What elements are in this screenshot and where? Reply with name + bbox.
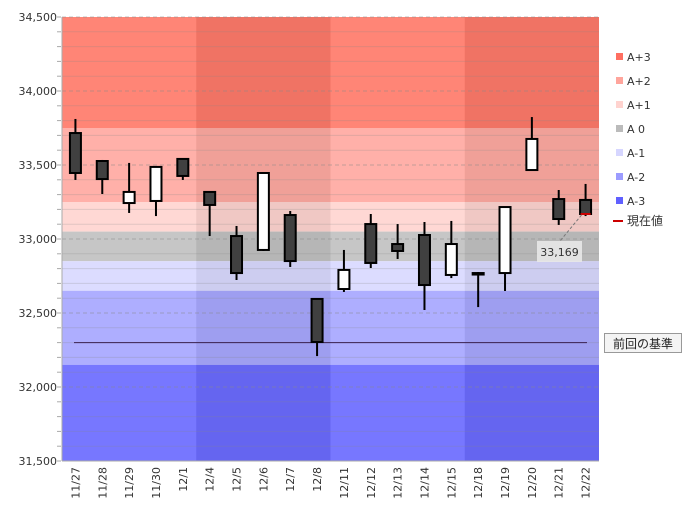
x-tick-label: 12/21 xyxy=(553,467,566,499)
candle-body xyxy=(176,157,190,177)
legend-swatch-1 xyxy=(616,77,623,84)
x-tick-label: 12/14 xyxy=(418,467,431,499)
x-tick-label: 12/13 xyxy=(392,467,405,499)
candle-body xyxy=(579,198,593,215)
legend-label: A 0 xyxy=(627,123,645,136)
x-tick-label: 12/6 xyxy=(257,467,270,492)
y-tick-label: 31,500 xyxy=(19,455,58,468)
legend-swatch-5 xyxy=(616,173,623,180)
x-tick-label: 12/15 xyxy=(445,467,458,499)
candle-body xyxy=(337,268,351,291)
candle-body xyxy=(68,132,82,174)
x-tick-label: 12/11 xyxy=(338,467,351,499)
x-tick-label: 12/18 xyxy=(472,467,485,499)
x-tick-label: 12/22 xyxy=(580,467,593,499)
legend-label: A+2 xyxy=(627,75,651,88)
x-tick-label: 11/30 xyxy=(150,467,163,499)
legend-swatch-3 xyxy=(616,125,623,132)
legend-current-label: 現在値 xyxy=(627,213,663,228)
candle-body xyxy=(122,190,136,205)
y-tick-label: 34,500 xyxy=(19,11,58,24)
band-A-3 xyxy=(62,364,599,461)
x-tick-label: 11/27 xyxy=(69,467,82,499)
candle-body xyxy=(552,198,566,221)
legend-swatch-2 xyxy=(616,101,623,108)
band-A+3 xyxy=(62,17,599,128)
x-tick-label: 12/12 xyxy=(365,467,378,499)
legend-label: A-2 xyxy=(627,171,645,184)
legend-label: A+1 xyxy=(627,99,651,112)
x-tick-label: 11/29 xyxy=(123,467,136,499)
candle-body xyxy=(256,171,270,251)
legend-swatch-6 xyxy=(616,197,623,204)
current-value-box xyxy=(537,241,582,262)
y-tick-label: 34,000 xyxy=(19,85,58,98)
candle-body xyxy=(364,223,378,264)
candle-body xyxy=(525,137,539,172)
x-tick-label: 12/7 xyxy=(284,467,297,492)
candle-body xyxy=(310,297,324,344)
legend-swatch-4 xyxy=(616,149,623,156)
x-tick-label: 12/5 xyxy=(231,467,244,492)
current-value-label: 33,169 xyxy=(540,246,579,259)
current-value-leader xyxy=(559,214,582,242)
candle-body xyxy=(283,214,297,263)
candle-body xyxy=(149,165,163,202)
x-tick-label: 12/8 xyxy=(311,467,324,492)
candle-body xyxy=(417,234,431,287)
candle-body xyxy=(471,272,485,276)
y-tick-label: 33,000 xyxy=(19,233,58,246)
legend-label: A+3 xyxy=(627,51,651,64)
x-tick-label: 12/1 xyxy=(177,467,190,492)
y-tick-label: 32,500 xyxy=(19,307,58,320)
previous-base-button[interactable]: 前回の基準 xyxy=(604,333,682,353)
candle-body xyxy=(498,206,512,275)
legend-label: A-3 xyxy=(627,195,645,208)
y-tick-label: 33,500 xyxy=(19,159,58,172)
x-tick-label: 12/19 xyxy=(499,467,512,499)
legend-label: A-1 xyxy=(627,147,645,160)
candle-body xyxy=(203,190,217,206)
candle-body xyxy=(391,243,405,252)
x-tick-label: 12/20 xyxy=(526,467,539,499)
candle-body xyxy=(95,160,109,181)
y-tick-label: 32,000 xyxy=(19,381,58,394)
candle-body xyxy=(230,235,244,275)
x-tick-label: 11/28 xyxy=(96,467,109,499)
candle-body xyxy=(444,243,458,276)
legend-swatch-0 xyxy=(616,53,623,60)
x-tick-label: 12/4 xyxy=(204,467,217,492)
band-A-2 xyxy=(62,290,599,365)
